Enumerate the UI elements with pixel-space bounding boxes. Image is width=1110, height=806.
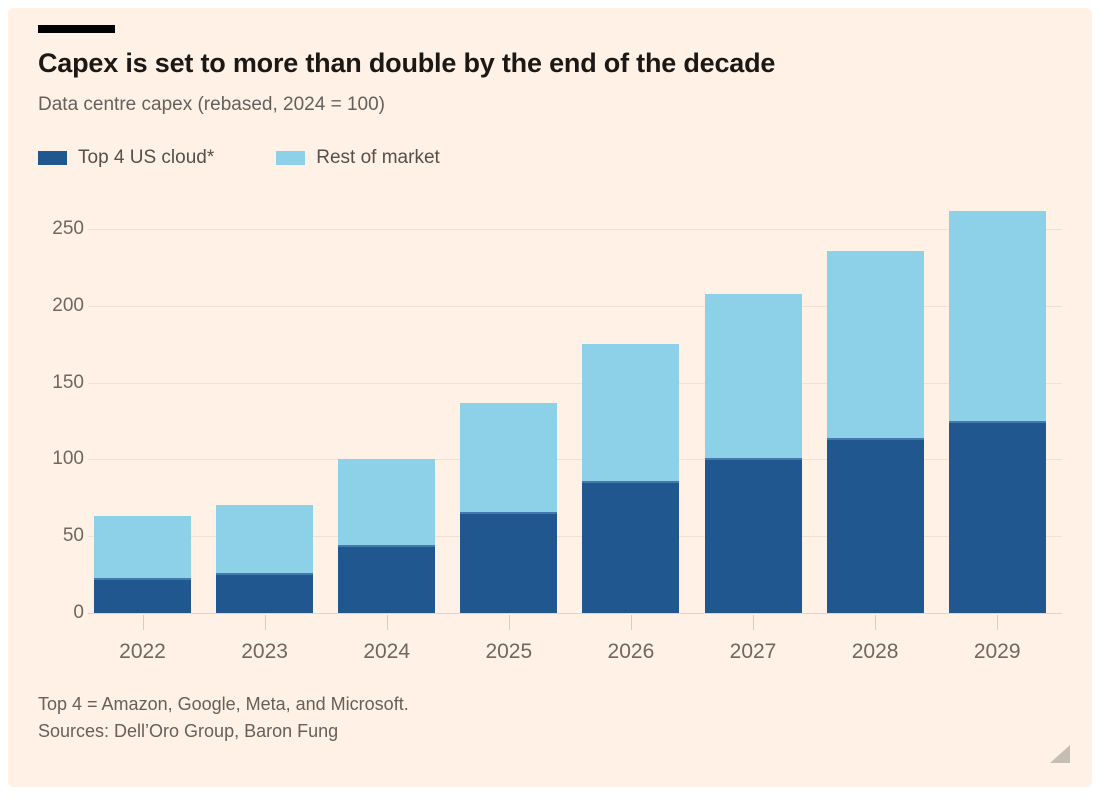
x-axis-tick-label: 2029 — [973, 640, 1021, 663]
y-axis-tick-label: 100 — [52, 448, 84, 470]
bar-2022-top4-segment — [94, 577, 191, 613]
bar-2028-top4-segment — [826, 437, 924, 613]
x-axis-tick-mark — [264, 615, 266, 630]
legend-item-rest-of-market: Rest of market — [276, 147, 440, 169]
plot-area: 0 50 100 150 200 250 2022 2023 2024 2025 2026 2027 2… — [8, 8, 1092, 787]
footnote: Top 4 = Amazon, Google, Meta, and Micros… — [38, 694, 409, 714]
legend-label-top4-us-cloud: Top 4 US cloud* — [78, 147, 215, 168]
x-axis-tick-label: 2024 — [363, 640, 411, 663]
bar-2029-top4-segment — [948, 421, 1046, 613]
bar-2025-top4-segment — [460, 511, 558, 613]
sources: Sources: Dell’Oro Group, Baron Fung — [38, 721, 339, 741]
x-axis-tick-mark — [386, 615, 388, 630]
y-axis-tick-label: 150 — [52, 371, 84, 393]
bar-2028-rest-segment — [826, 250, 924, 438]
bar-2026-top4-segment — [582, 480, 680, 613]
bar-2027-rest-segment — [704, 293, 802, 458]
bar-2022-rest-segment — [94, 516, 191, 578]
x-axis-tick-label: 2025 — [485, 640, 533, 663]
gridline-50 — [88, 536, 1062, 538]
chart-title: Capex is set to more than double by the … — [38, 48, 776, 78]
chart-subtitle: Data centre capex (rebased, 2024 = 100) — [38, 94, 385, 115]
x-axis-tick-mark — [508, 615, 510, 630]
gridline-100 — [88, 459, 1062, 461]
x-axis-tick-mark — [753, 615, 754, 630]
x-axis-tick-label: 2022 — [119, 640, 166, 663]
bar-2023-rest-segment — [216, 505, 314, 574]
bar-2027-top4-segment — [704, 457, 802, 613]
legend: Top 4 US cloud* Rest of market — [38, 147, 440, 169]
x-axis-tick-mark — [875, 615, 877, 630]
gridline-200 — [88, 305, 1062, 307]
y-axis-tick-label: 200 — [52, 294, 84, 316]
y-axis-tick-label: 0 — [73, 602, 84, 623]
legend-label-rest-of-market: Rest of market — [316, 147, 440, 168]
bar-2029-rest-segment — [948, 210, 1046, 421]
x-axis-tick-mark — [997, 615, 999, 630]
gridline-250 — [88, 229, 1062, 230]
x-axis-tick-mark — [630, 615, 632, 630]
gridline-150 — [88, 382, 1062, 384]
legend-swatch-rest-of-market — [276, 151, 306, 165]
title-accent-bar — [38, 25, 115, 33]
x-axis-tick-mark — [142, 615, 144, 630]
bar-2026-rest-segment — [582, 344, 680, 481]
x-axis-tick-label: 2026 — [607, 640, 655, 663]
x-axis-tick-label: 2028 — [851, 640, 899, 663]
bar-2023-top4-segment — [216, 573, 314, 613]
y-axis-tick-label: 50 — [62, 525, 84, 547]
x-axis-tick-label: 2023 — [241, 640, 288, 663]
legend-item-top4-us-cloud: Top 4 US cloud* — [38, 147, 214, 169]
x-axis-tick-label: 2027 — [729, 640, 777, 663]
bar-2024-rest-segment — [338, 459, 436, 546]
y-axis-tick-label: 250 — [52, 218, 84, 239]
bar-2024-top4-segment — [338, 545, 436, 613]
resize-handle-icon[interactable] — [1050, 745, 1070, 763]
gridline-0 — [88, 613, 1062, 614]
chart-card: Capex is set to more than double by the … — [8, 8, 1092, 787]
legend-swatch-top4-us-cloud — [38, 151, 67, 165]
bar-2025-rest-segment — [460, 402, 558, 512]
